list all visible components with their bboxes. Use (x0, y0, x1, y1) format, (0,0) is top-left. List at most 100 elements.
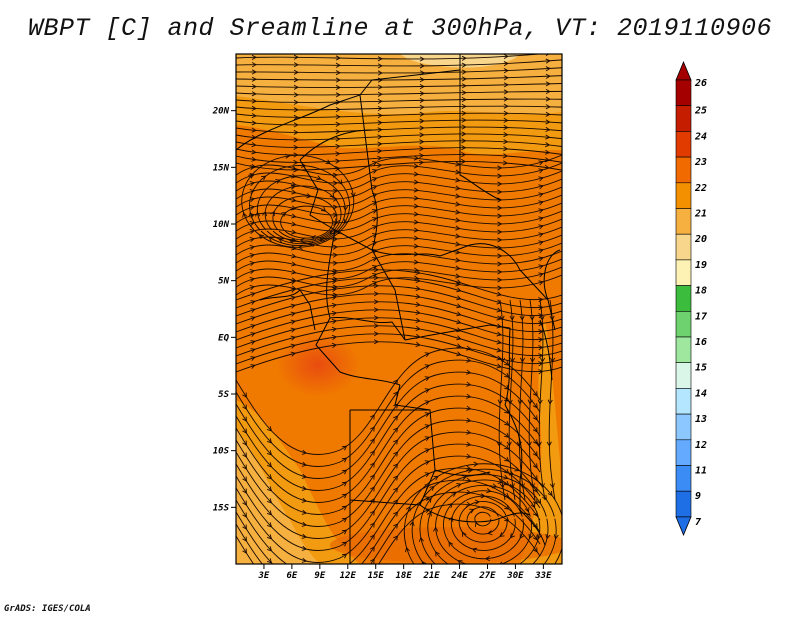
streamline-arrow (538, 192, 544, 198)
country-border (543, 249, 561, 301)
streamline-arrow (335, 158, 341, 164)
streamline-arrow (419, 111, 425, 117)
streamline-arrow (538, 224, 544, 230)
streamline (236, 395, 541, 503)
streamline-arrow (278, 238, 284, 244)
streamline-arrow (451, 492, 457, 497)
streamline-arrow (331, 318, 338, 324)
streamline-arrow (461, 124, 467, 130)
streamline-arrow (499, 483, 505, 489)
streamline-arrow (424, 436, 431, 442)
streamline-arrow (332, 212, 338, 218)
streamline (528, 299, 536, 501)
streamline-arrow (424, 412, 431, 418)
streamline-arrow (424, 448, 431, 454)
streamline-arrow (538, 369, 544, 375)
colorbar-segment (675, 388, 692, 415)
streamline-arrow (370, 558, 375, 564)
streamline-arrow (341, 505, 348, 511)
streamline-arrow (497, 261, 503, 267)
streamline-arrow (393, 463, 399, 469)
lat-label: 10N (213, 220, 230, 230)
colorbar-label: 9 (695, 491, 701, 502)
streamline-arrow (335, 166, 341, 172)
streamline-arrow (290, 335, 296, 341)
streamline-arrow (409, 520, 415, 527)
streamline-arrow (545, 58, 551, 64)
streamline-arrow (455, 241, 461, 247)
colorbar-label: 26 (694, 78, 707, 89)
streamline-arrow (373, 315, 379, 321)
streamline-arrow (413, 163, 419, 169)
streamline (236, 250, 562, 272)
streamline-arrow (316, 175, 322, 181)
streamline-arrow (468, 597, 472, 601)
streamline-arrow (421, 560, 427, 564)
streamline-arrow (545, 104, 551, 110)
streamline (443, 490, 524, 560)
lon-label: 3E (258, 571, 270, 581)
colorbar-label: 24 (694, 131, 707, 142)
streamline-arrow (251, 69, 257, 75)
streamline-arrow (424, 352, 431, 358)
streamline-arrow (249, 197, 256, 203)
streamline (236, 194, 562, 216)
streamline (280, 205, 334, 239)
streamline-arrow (545, 134, 551, 140)
streamline-arrow (447, 502, 453, 508)
streamline (508, 299, 516, 501)
streamline-arrow (301, 449, 308, 455)
streamline-arrow (545, 88, 551, 95)
streamline-arrow (497, 253, 503, 259)
colorbar-label: 22 (694, 183, 707, 194)
streamline-arrow (461, 69, 467, 75)
streamline-arrow (291, 165, 297, 171)
streamline-arrow (424, 424, 431, 430)
streamline-arrow (524, 507, 530, 513)
colorbar-label: 14 (695, 388, 707, 399)
streamline-arrow (503, 61, 509, 67)
streamline-arrow (510, 593, 514, 597)
country-border (315, 317, 341, 373)
streamline-arrow (419, 56, 425, 62)
streamline-arrow (291, 205, 297, 211)
streamline-arrow (466, 393, 472, 399)
streamline-arrow (293, 99, 299, 105)
streamline-arrow (281, 212, 287, 217)
colorbar-label: 20 (694, 234, 707, 245)
streamline-arrow (293, 137, 299, 143)
streamline-arrow (496, 291, 502, 297)
streamline-arrow (377, 63, 383, 69)
streamline-arrow (504, 360, 510, 366)
colorbar-segment (675, 490, 692, 518)
streamline-arrow (293, 92, 299, 98)
streamline-arrow (496, 347, 502, 353)
streamline-arrow (545, 81, 551, 87)
streamline-arrow (413, 259, 419, 265)
streamline-arrow (532, 547, 538, 553)
streamline-arrow (461, 76, 467, 82)
country-border (539, 319, 553, 381)
streamline-arrow (456, 279, 462, 285)
streamline (236, 317, 562, 349)
streamline-arrow (341, 469, 348, 475)
streamline-arrow (499, 357, 506, 363)
streamline-arrow (538, 256, 544, 262)
streamline-arrow (426, 497, 432, 503)
streamline-arrow (301, 485, 308, 491)
streamline-arrow (249, 229, 256, 235)
lat-label: 20N (212, 107, 230, 117)
streamline-arrow (373, 291, 379, 297)
streamline-arrow (486, 488, 492, 494)
streamline-arrow (419, 63, 425, 69)
streamline (236, 503, 541, 564)
streamline-arrow (249, 277, 256, 283)
lon-label: 33E (534, 571, 552, 581)
streamline-arrow (456, 311, 462, 317)
streamline-arrow (415, 269, 421, 275)
streamline-arrow (370, 510, 375, 516)
streamline-arrow (373, 299, 379, 305)
streamline-arrow (335, 114, 341, 120)
streamline-arrow (249, 285, 256, 291)
